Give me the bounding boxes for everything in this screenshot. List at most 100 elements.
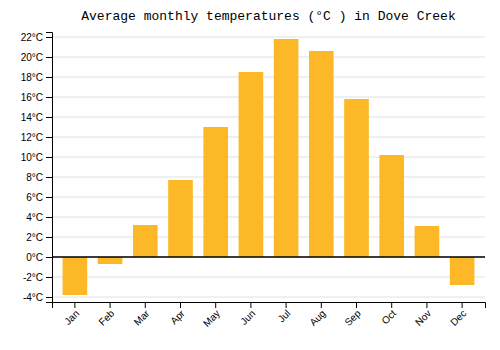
plot: -4°C -2°C 0°C 2°C 4°C 6°C 8°C 10°C 12°C 14°C 16°C 1…	[21, 32, 486, 329]
x-tick-label: Oct	[379, 308, 398, 327]
y-tick-label: 8°C	[26, 172, 43, 183]
y-tick: 12°C	[21, 132, 52, 143]
x-tick: Aug	[307, 302, 327, 328]
y-tick-label: 2°C	[26, 232, 43, 243]
x-axis-line	[53, 303, 486, 309]
y-tick-label: 12°C	[21, 132, 43, 143]
y-tick-mark	[46, 157, 52, 158]
baseline	[52, 256, 485, 258]
y-tick: 2°C	[26, 232, 52, 243]
x-tick: Jan	[62, 302, 81, 327]
bar	[239, 72, 264, 257]
title: Average monthly temperatures (°C ) in Do…	[81, 9, 456, 24]
x-tick-label: May	[201, 308, 222, 329]
x-axis: Jan Feb Mar Apr May Jun Jul Aug Sep Oct Nov Dec	[53, 302, 486, 329]
y-tick-mark	[46, 117, 52, 118]
x-tick-mark	[250, 302, 251, 308]
grid-line	[52, 157, 485, 158]
bar	[168, 180, 193, 257]
y-tick-label: 6°C	[26, 192, 43, 203]
grid-line	[52, 97, 485, 98]
x-tick-mark	[356, 302, 357, 308]
x-tick-mark	[321, 302, 322, 308]
grid-line	[52, 197, 485, 198]
y-tick-mark	[46, 97, 52, 98]
x-tick-mark	[391, 302, 392, 308]
y-axis-line	[46, 33, 53, 303]
bar	[415, 226, 440, 257]
y-tick: 8°C	[26, 172, 52, 183]
grid-line	[52, 37, 485, 38]
x-tick-mark	[180, 302, 181, 308]
y-tick-mark	[46, 217, 52, 218]
x-tick-label: Apr	[168, 307, 187, 326]
grid	[52, 37, 485, 297]
x-tick-label: Jan	[62, 308, 81, 327]
x-tick-label: Sep	[343, 307, 364, 328]
y-tick-label: -2°C	[23, 272, 43, 283]
x-tick-mark	[426, 302, 427, 308]
y-tick-label: -4°C	[23, 292, 43, 303]
y-tick-mark	[46, 137, 52, 138]
x-tick-label: Nov	[413, 308, 433, 328]
x-tick: Dec	[448, 302, 468, 328]
y-tick: 10°C	[21, 152, 52, 163]
y-tick: -4°C	[23, 292, 52, 303]
x-tick-label: Aug	[307, 308, 327, 328]
y-tick-mark	[46, 297, 52, 298]
grid-line	[52, 57, 485, 58]
y-tick: 16°C	[21, 92, 52, 103]
y-tick-label: 16°C	[21, 92, 43, 103]
bar	[98, 257, 123, 264]
x-tick: Nov	[413, 302, 433, 328]
x-tick: Apr	[168, 302, 187, 326]
y-tick: 20°C	[21, 52, 52, 63]
grid-line	[52, 217, 485, 218]
y-tick: 6°C	[26, 192, 52, 203]
x-tick-mark	[110, 302, 111, 308]
y-tick-label: 0°C	[26, 252, 43, 263]
y-tick-label: 18°C	[21, 72, 43, 83]
grid-line	[52, 177, 485, 178]
x-tick-mark	[145, 302, 146, 308]
bar	[133, 225, 158, 257]
y-tick-mark	[46, 77, 52, 78]
x-tick: Feb	[96, 302, 116, 328]
x-tick-mark	[462, 302, 463, 308]
bar	[379, 155, 404, 257]
y-tick-label: 20°C	[21, 52, 43, 63]
chart: -4°C -2°C 0°C 2°C 4°C 6°C 8°C 10°C 12°C 14°C 16°C 1…	[0, 0, 500, 350]
y-tick-label: 10°C	[21, 152, 43, 163]
y-tick: 22°C	[21, 32, 52, 43]
grid-line	[52, 117, 485, 118]
x-tick-mark	[286, 302, 287, 308]
bar	[344, 99, 369, 257]
x-tick-label: Dec	[448, 308, 468, 328]
x-tick: Jun	[238, 302, 257, 327]
y-tick-label: 14°C	[21, 112, 43, 123]
grid-line	[52, 277, 485, 278]
y-tick-mark	[46, 57, 52, 58]
x-tick-mark	[215, 302, 216, 308]
x-tick: May	[201, 302, 222, 329]
y-tick-mark	[46, 37, 52, 38]
y-tick-mark	[46, 237, 52, 238]
x-tick: Mar	[132, 302, 152, 328]
y-tick: 0°C	[26, 252, 52, 263]
x-tick: Jul	[276, 302, 293, 324]
x-tick-label: Jul	[276, 308, 293, 325]
y-tick-label: 4°C	[26, 212, 43, 223]
y-tick: 4°C	[26, 212, 52, 223]
bar	[274, 39, 299, 257]
y-tick-mark	[46, 197, 52, 198]
x-tick-label: Feb	[96, 307, 116, 327]
bar	[450, 257, 475, 285]
x-tick-label: Jun	[238, 308, 257, 327]
x-tick-mark	[74, 302, 75, 308]
y-tick: 18°C	[21, 72, 52, 83]
y-tick-mark	[46, 277, 52, 278]
y-tick-mark	[46, 257, 52, 258]
x-tick: Oct	[379, 302, 398, 326]
y-tick-mark	[46, 177, 52, 178]
y-tick: 14°C	[21, 112, 52, 123]
